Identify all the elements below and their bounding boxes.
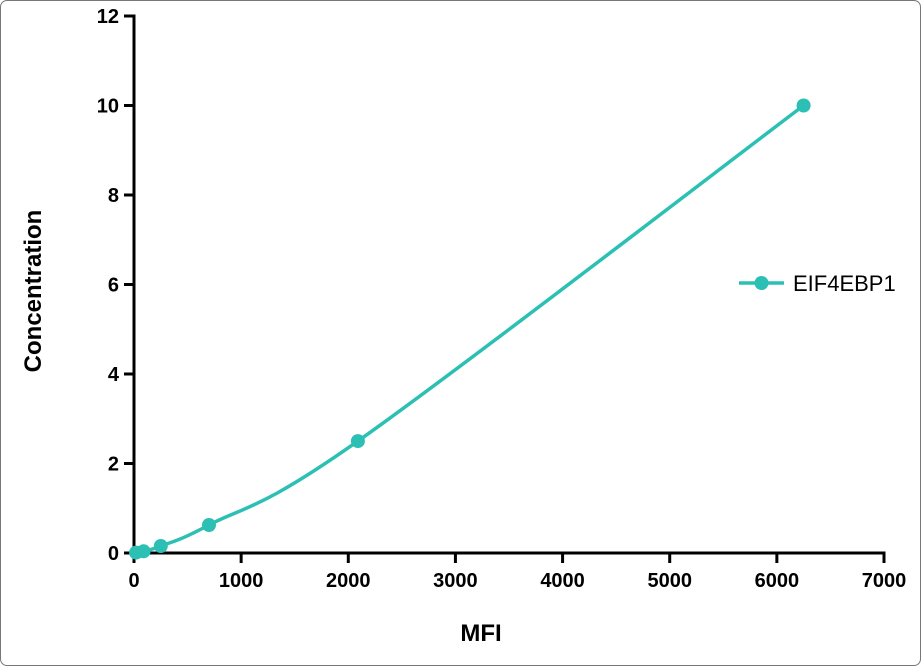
- data-point-marker: [153, 539, 168, 553]
- data-point-marker: [202, 518, 216, 532]
- data-series: [129, 98, 811, 560]
- y-tick-label: 0: [108, 543, 119, 565]
- y-tick-label: 2: [108, 454, 119, 476]
- y-tick-label: 12: [97, 6, 119, 28]
- y-tick-label: 4: [108, 364, 120, 386]
- x-tick-label: 1000: [219, 570, 264, 592]
- y-axis-title: Concentration: [20, 210, 47, 373]
- x-tick-label: 0: [128, 570, 139, 592]
- legend-label: EIF4EBP1: [793, 271, 896, 296]
- x-tick-label: 4000: [540, 570, 585, 592]
- x-tick-label: 3000: [433, 570, 478, 592]
- legend: EIF4EBP1: [739, 271, 896, 296]
- x-tick-label: 5000: [647, 570, 692, 592]
- y-tick-label: 6: [108, 275, 119, 297]
- x-tick-label: 2000: [326, 570, 371, 592]
- legend-marker: [754, 276, 769, 290]
- x-axis-ticks: 0 1000 2000 3000 4000 5000 6000 7000: [128, 553, 906, 592]
- series-line-eif4ebp1: [134, 103, 806, 555]
- x-tick-label: 6000: [755, 570, 800, 592]
- data-point-marker: [136, 544, 151, 559]
- data-point-marker: [796, 98, 811, 113]
- y-axis-ticks: 0 2 4 6 8 10 12: [97, 6, 134, 565]
- y-tick-label: 8: [108, 185, 119, 207]
- x-axis-title: MFI: [460, 620, 501, 647]
- data-point-marker: [350, 434, 365, 449]
- x-tick-label: 7000: [862, 570, 907, 592]
- y-tick-label: 10: [97, 96, 119, 118]
